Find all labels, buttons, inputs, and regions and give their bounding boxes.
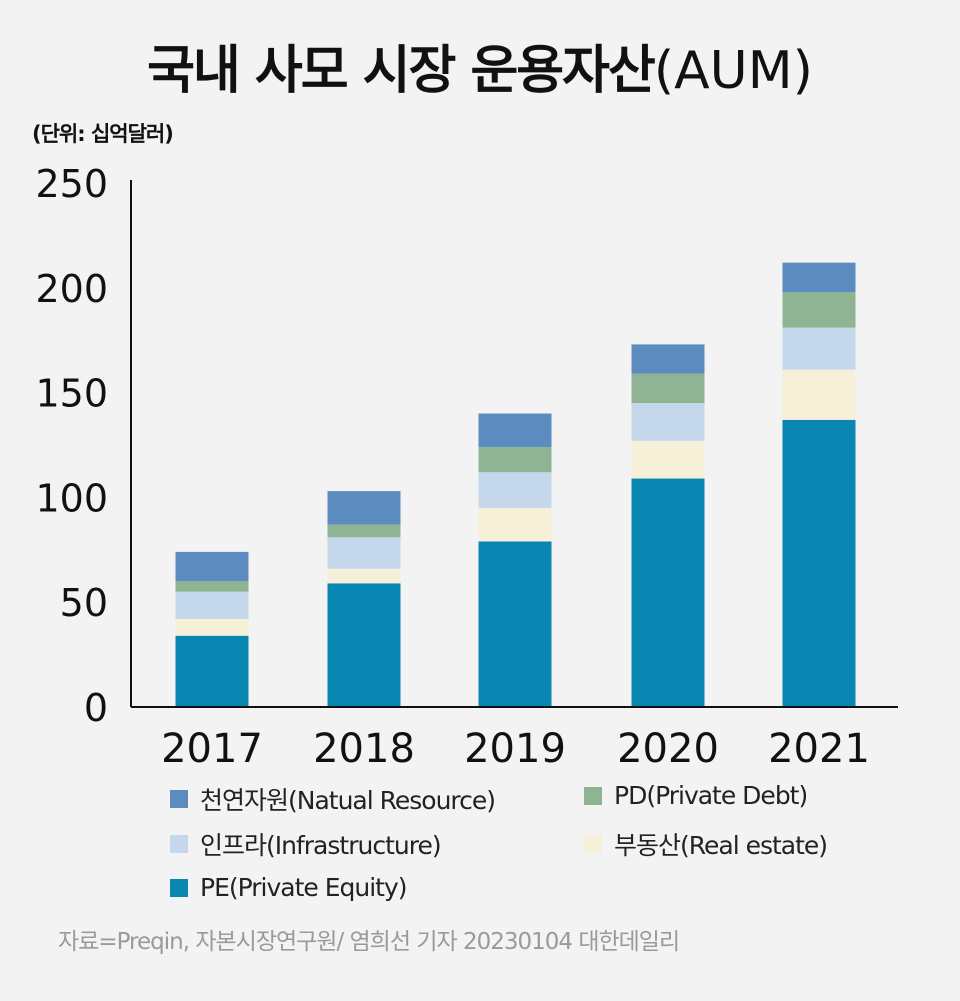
y-tick-label-0: 0 <box>84 686 108 730</box>
bar-2017-nr <box>175 551 249 582</box>
bar-2017-re <box>175 618 249 636</box>
legend-swatch-private-debt <box>584 786 602 805</box>
bar-2020-infra <box>631 403 705 441</box>
legend-label-natural-resource: 천연자원(Natual Resource) <box>200 786 496 815</box>
bar-2018-pe <box>327 583 401 707</box>
bar-2021-re <box>782 369 856 420</box>
legend-swatch-natural-resource <box>170 790 188 808</box>
chart-title: 국내 사모 시장 운용자산(AUM) <box>0 28 960 103</box>
legend-item-real-estate: 부동산(Real estate) <box>584 826 828 862</box>
chart-title-main: 국내 사모 시장 운용자산 <box>147 41 656 101</box>
bar-2021-nr <box>782 262 856 292</box>
x-tick-label-2017: 2017 <box>161 726 263 772</box>
legend-item-private-debt: PD(Private Debt) <box>584 781 808 810</box>
legend-item-natural-resource: 천연자원(Natual Resource) <box>170 781 496 817</box>
x-tick-label-2018: 2018 <box>313 726 415 772</box>
y-tick-label-100: 100 <box>35 476 108 520</box>
bar-2021-infra <box>782 327 856 370</box>
source-note: 자료=Preqin, 자본시장연구원/ 염희선 기자 20230104 대한데일… <box>58 929 680 955</box>
legend-label-private-equity: PE(Private Equity) <box>200 873 408 902</box>
bar-2020-re <box>631 440 705 479</box>
bar-2021-pe <box>782 419 856 707</box>
bar-2021-pd <box>782 291 856 328</box>
bar-2020-nr <box>631 344 705 374</box>
legend-swatch-real-estate <box>584 835 602 853</box>
y-tick-label-50: 50 <box>60 581 108 625</box>
legend-swatch-infrastructure <box>170 835 188 853</box>
bar-2017-infra <box>175 591 249 619</box>
legend-item-private-equity: PE(Private Equity) <box>170 873 408 902</box>
bar-2019-nr <box>478 413 552 448</box>
legend-label-infrastructure: 인프라(Infrastructure) <box>200 831 442 860</box>
bar-2019-pe <box>478 541 552 707</box>
chart-title-suffix: (AUM) <box>653 41 813 101</box>
unit-label: (단위: 십억달러) <box>32 122 174 146</box>
bar-2019-re <box>478 507 552 542</box>
bar-2018-infra <box>327 537 401 569</box>
bar-2018-pd <box>327 524 401 538</box>
bar-2020-pd <box>631 373 705 404</box>
bar-2017-pd <box>175 581 249 592</box>
y-tick-label-150: 150 <box>35 372 108 416</box>
legend-label-real-estate: 부동산(Real estate) <box>614 831 828 860</box>
bar-2020-pe <box>631 478 705 707</box>
y-tick-label-200: 200 <box>35 267 108 311</box>
x-tick-label-2020: 2020 <box>617 726 719 772</box>
bar-2018-nr <box>327 491 401 525</box>
legend-label-private-debt: PD(Private Debt) <box>614 781 808 810</box>
legend-item-infrastructure: 인프라(Infrastructure) <box>170 826 442 862</box>
bar-2019-infra <box>478 472 552 508</box>
y-tick-label-250: 250 <box>35 162 108 206</box>
x-tick-label-2021: 2021 <box>768 726 870 772</box>
bar-2018-re <box>327 568 401 584</box>
bar-2017-pe <box>175 635 249 707</box>
x-tick-label-2019: 2019 <box>464 726 566 772</box>
legend-swatch-private-equity <box>170 878 188 897</box>
bar-2019-pd <box>478 447 552 473</box>
